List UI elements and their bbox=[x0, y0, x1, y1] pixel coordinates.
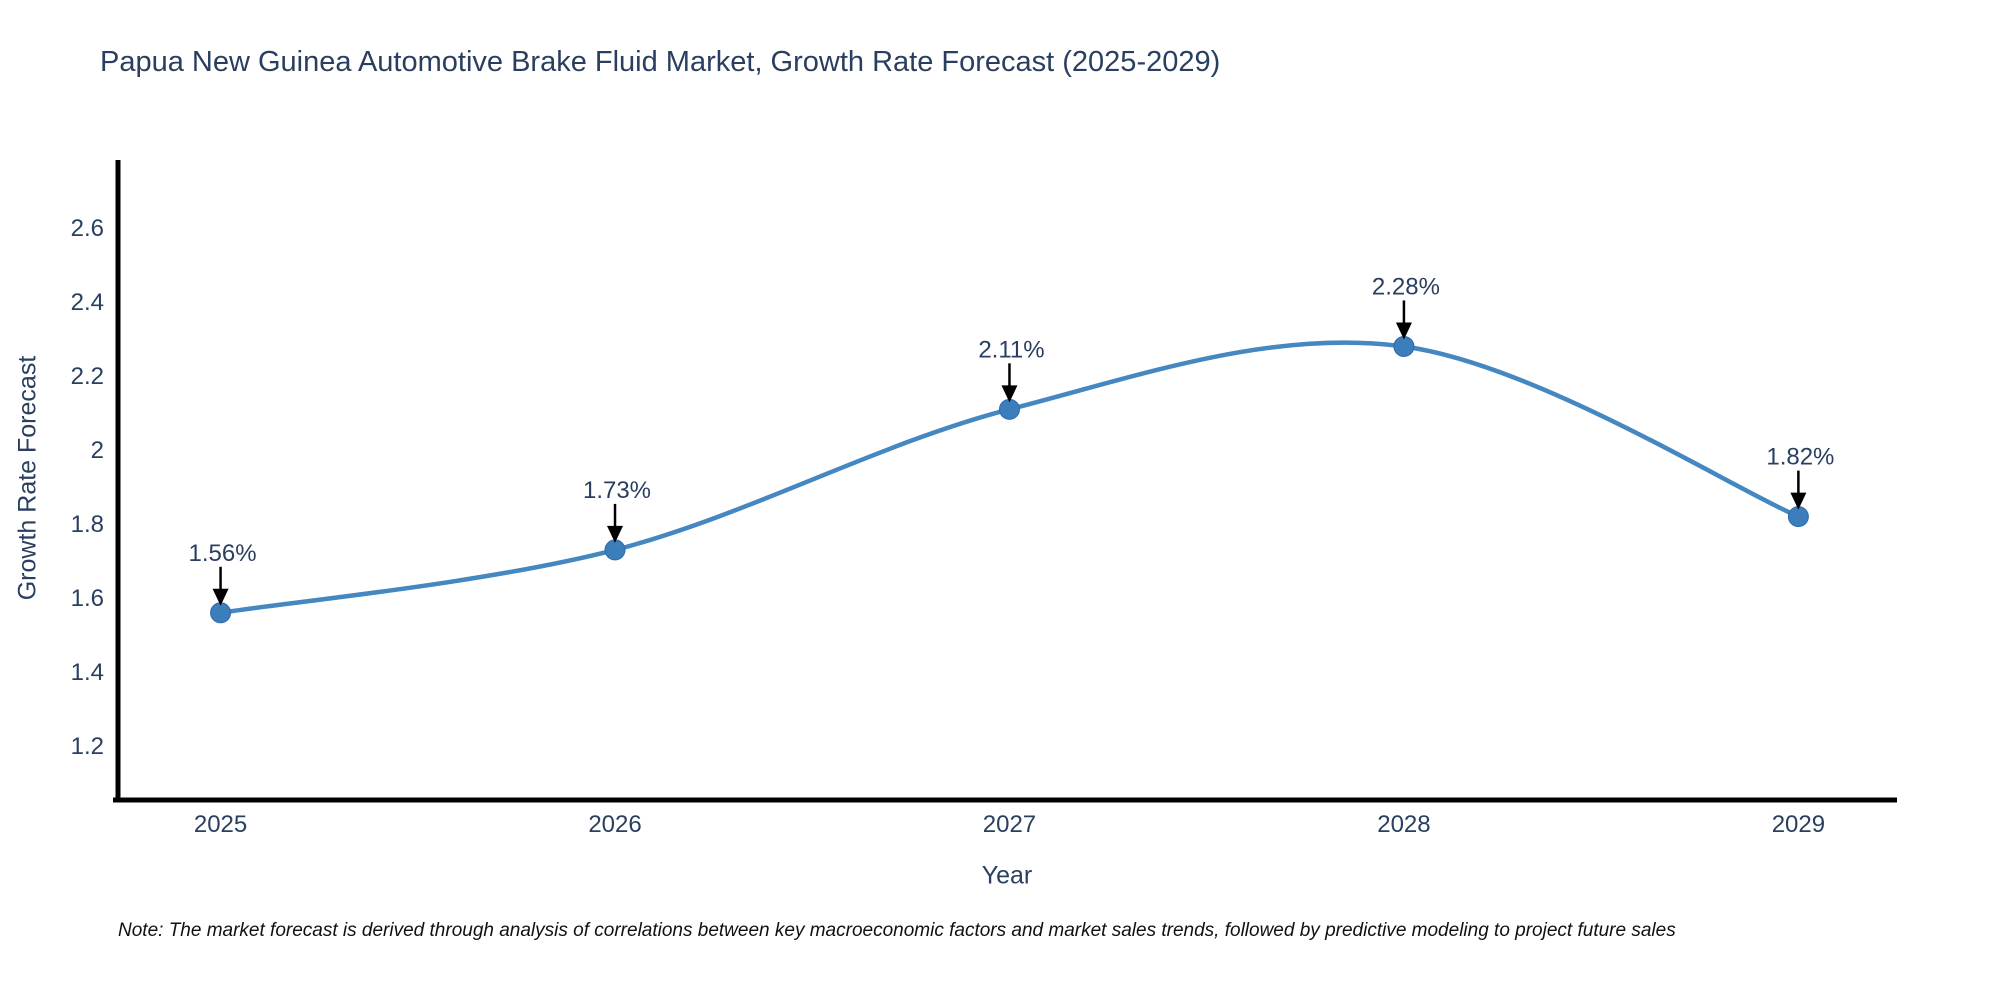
y-tick-label: 2.6 bbox=[71, 215, 104, 242]
y-tick-label: 2.4 bbox=[71, 289, 104, 316]
y-tick-label: 2.2 bbox=[71, 363, 104, 390]
y-tick-label: 2 bbox=[91, 437, 104, 464]
x-tick-label: 2028 bbox=[1377, 811, 1430, 838]
x-tick-label: 2029 bbox=[1772, 811, 1825, 838]
annotation-arrowhead bbox=[1395, 322, 1412, 340]
point-annotation: 1.82% bbox=[1766, 444, 1834, 471]
point-annotation: 2.28% bbox=[1372, 273, 1440, 300]
point-annotation: 1.56% bbox=[189, 540, 257, 567]
chart-title: Papua New Guinea Automotive Brake Fluid … bbox=[100, 46, 1221, 78]
point-annotation: 2.11% bbox=[978, 336, 1044, 363]
y-axis-title: Growth Rate Forecast bbox=[13, 355, 42, 601]
point-annotation: 1.73% bbox=[583, 477, 651, 504]
x-tick-label: 2026 bbox=[588, 811, 641, 838]
annotation-arrowhead bbox=[212, 588, 229, 606]
x-tick-label: 2025 bbox=[194, 811, 247, 838]
annotation-arrowhead bbox=[1001, 385, 1018, 403]
footnote: Note: The market forecast is derived thr… bbox=[118, 920, 1676, 941]
annotation-arrowhead bbox=[1790, 492, 1807, 510]
y-tick-label: 1.4 bbox=[71, 659, 104, 686]
annotation-arrowhead bbox=[607, 525, 624, 543]
x-tick-label: 2027 bbox=[983, 811, 1036, 838]
y-tick-label: 1.8 bbox=[71, 511, 104, 538]
y-tick-label: 1.6 bbox=[71, 585, 104, 612]
x-axis-title: Year bbox=[981, 861, 1033, 890]
y-tick-label: 1.2 bbox=[71, 733, 104, 760]
